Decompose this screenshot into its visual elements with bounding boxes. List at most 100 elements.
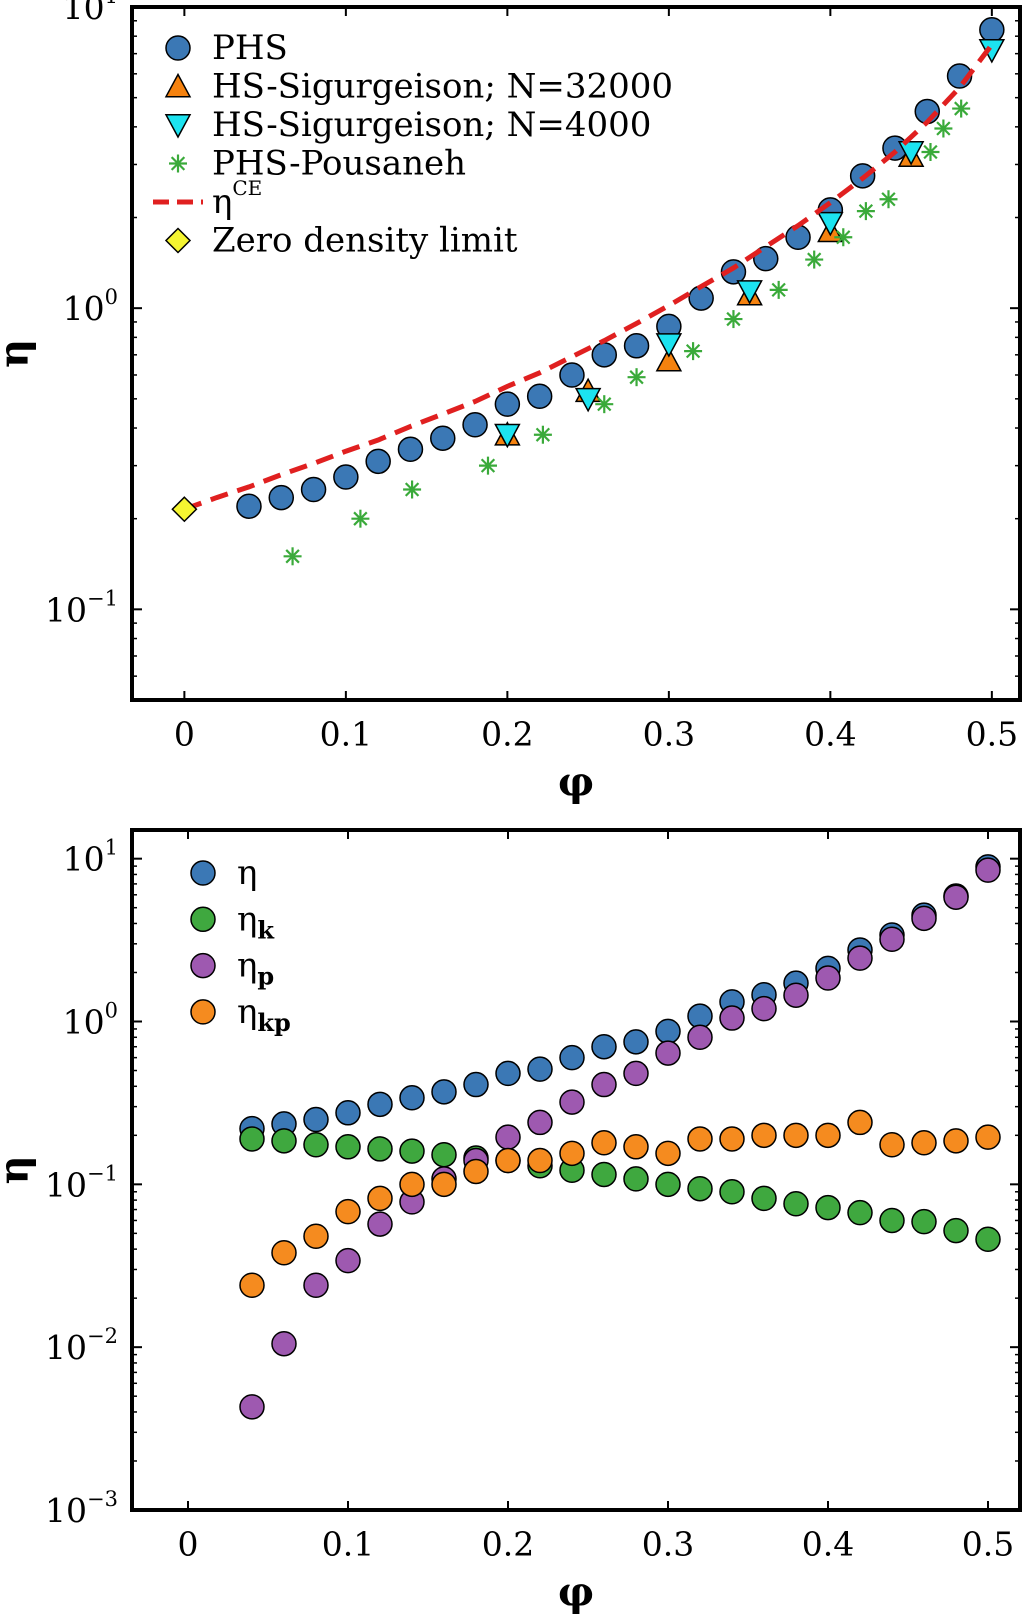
data-point	[817, 211, 844, 237]
data-point	[591, 1161, 617, 1188]
data-point	[574, 387, 602, 413]
data-point	[271, 1240, 297, 1266]
series-series-0	[239, 854, 1001, 1142]
legend-marker	[164, 72, 192, 98]
data-point	[952, 99, 971, 118]
x-tick-label: 0.5	[966, 715, 1018, 754]
data-point	[527, 1056, 553, 1082]
y-tick-label: 10−1	[45, 586, 118, 629]
data-point	[283, 547, 302, 566]
data-point	[351, 509, 370, 528]
x-tick-label: 0.1	[322, 1525, 374, 1564]
data-point	[751, 1122, 777, 1149]
data-point	[687, 1126, 713, 1152]
legend-label: HS-Sigurgeison; N=4000	[212, 105, 651, 145]
series-phs-0	[236, 17, 1005, 519]
data-point	[879, 190, 898, 209]
data-point	[911, 1130, 937, 1156]
x-axis-label: φ	[558, 759, 594, 806]
x-tick-label: 0.1	[320, 715, 372, 754]
data-point	[591, 1130, 617, 1156]
data-point	[462, 412, 488, 438]
x-tick-label: 0	[178, 1525, 199, 1564]
data-point	[975, 1124, 1001, 1150]
data-point	[595, 395, 614, 414]
data-point	[687, 1175, 713, 1202]
legend-marker	[190, 952, 216, 979]
data-point	[879, 1132, 905, 1158]
legend-marker	[190, 999, 216, 1025]
data-point	[655, 1140, 681, 1167]
data-point	[478, 456, 497, 475]
data-point	[783, 1122, 809, 1149]
data-point	[719, 1005, 745, 1031]
data-point	[623, 1134, 649, 1160]
data-point	[975, 1226, 1001, 1253]
data-point	[911, 1208, 937, 1235]
data-point	[719, 1179, 745, 1205]
data-point	[236, 493, 262, 519]
data-point	[367, 1211, 393, 1237]
data-point	[623, 1166, 649, 1192]
series-zero-density-limit-5	[171, 496, 198, 523]
data-point	[303, 1132, 329, 1158]
data-point	[403, 480, 422, 499]
data-point	[943, 1217, 969, 1244]
data-point	[303, 1106, 329, 1133]
legend-label: ηk	[237, 899, 275, 944]
data-point	[239, 1394, 265, 1420]
data-point	[805, 250, 824, 269]
ce-curve	[183, 43, 994, 512]
x-tick-label: 0.3	[642, 1525, 694, 1564]
x-tick-label: 0.2	[481, 715, 533, 754]
data-point	[300, 476, 327, 503]
legend-label: PHS-Pousaneh	[212, 144, 466, 184]
x-tick-label: 0.3	[643, 715, 695, 754]
data-point	[856, 202, 875, 221]
data-point	[943, 884, 969, 910]
series-kp-3	[239, 1109, 1001, 1299]
data-point	[559, 362, 585, 388]
data-point	[783, 982, 809, 1008]
y-tick-label: 10−1	[45, 1161, 118, 1204]
y-axis-label: η	[0, 339, 38, 368]
data-point	[397, 436, 424, 463]
data-point	[591, 342, 618, 368]
data-point	[623, 1029, 649, 1055]
data-point	[934, 119, 953, 138]
data-point	[399, 1171, 425, 1198]
data-point	[303, 1272, 329, 1299]
y-tick-label: 10−3	[45, 1487, 118, 1530]
data-point	[879, 1207, 905, 1234]
y-tick-label: 101	[63, 836, 118, 879]
legend-marker	[164, 227, 192, 254]
data-point	[431, 1141, 457, 1168]
data-point	[431, 1079, 457, 1105]
data-point	[724, 310, 743, 329]
data-point	[367, 1136, 393, 1162]
data-point	[335, 1100, 361, 1126]
legend-label: HS-Sigurgeison; N=32000	[212, 67, 673, 107]
legend-label: η	[237, 853, 257, 893]
x-tick-label: 0.4	[804, 715, 856, 754]
data-point	[526, 383, 553, 409]
data-point	[879, 926, 905, 953]
data-point	[591, 1033, 617, 1060]
data-point	[847, 1109, 873, 1136]
data-point	[943, 1128, 969, 1154]
data-point	[897, 141, 925, 166]
data-point	[495, 1147, 521, 1174]
data-point	[367, 1185, 393, 1212]
data-point	[559, 1044, 585, 1071]
legend-label: PHS	[212, 28, 288, 68]
data-point	[494, 391, 521, 417]
x-axis-label: φ	[558, 1569, 594, 1616]
y-axis-label: η	[0, 1155, 38, 1184]
data-point	[271, 1330, 297, 1357]
data-point	[921, 143, 940, 162]
data-point	[655, 346, 683, 372]
data-point	[785, 224, 811, 250]
data-point	[655, 1018, 681, 1045]
data-point	[655, 1171, 681, 1198]
